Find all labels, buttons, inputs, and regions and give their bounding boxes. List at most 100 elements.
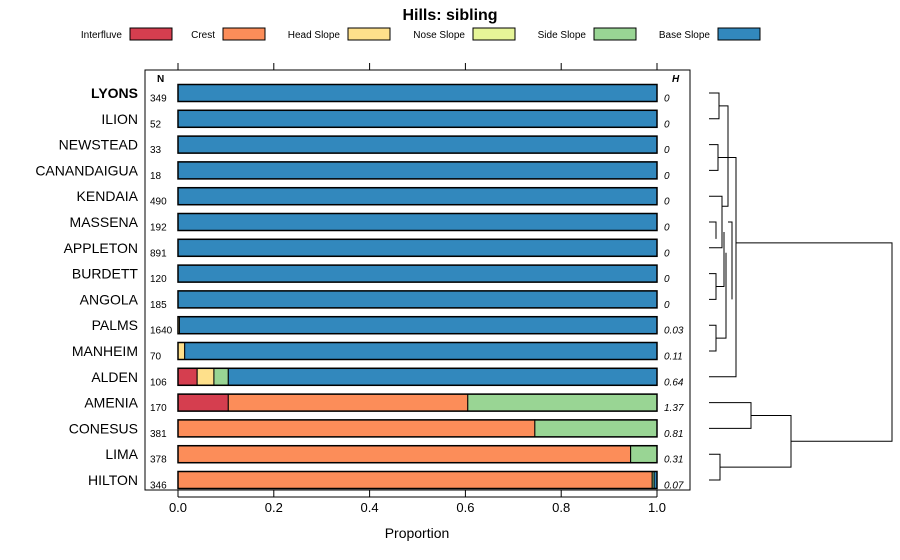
category-label: BURDETT — [72, 266, 139, 282]
bar-segment-head-slope — [177, 342, 186, 360]
legend-label-base-slope: Base Slope — [659, 30, 711, 41]
x-tick-label: 1.0 — [648, 500, 666, 515]
legend-label-crest: Crest — [191, 30, 215, 41]
dendrogram-branch — [716, 252, 727, 339]
category-label: LIMA — [105, 446, 138, 462]
x-tick-label: 0.6 — [456, 500, 474, 515]
bar-segment-crest — [177, 471, 653, 489]
n-value: 33 — [150, 145, 162, 156]
h-value: 0 — [664, 171, 670, 182]
n-value: 170 — [150, 403, 167, 414]
bar-outline — [177, 83, 658, 103]
bar-segment-base-slope — [177, 109, 658, 128]
category-label: CANANDAIGUA — [35, 162, 138, 178]
h-value: 0 — [664, 94, 670, 105]
h-value: 0 — [664, 119, 670, 130]
x-tick-label: 0.2 — [265, 500, 283, 515]
bar-segment-base-slope — [177, 213, 658, 231]
dendrogram-branch — [709, 221, 717, 239]
bar-outline — [177, 212, 658, 232]
bar-segment-side-slope — [467, 393, 658, 412]
x-tick-label: 0.8 — [552, 500, 570, 515]
dendrogram-branch — [709, 195, 723, 249]
legend-swatch-side-slope — [593, 27, 637, 41]
legend-label-side-slope: Side Slope — [538, 30, 587, 41]
dendrogram-branch — [728, 221, 733, 300]
n-column-header: N — [157, 74, 164, 85]
bar-segment-base-slope — [177, 238, 658, 257]
bar-segment-base-slope — [177, 187, 658, 206]
bar-outline — [177, 419, 658, 438]
h-value: 0 — [664, 300, 670, 311]
bar-segment-side-slope — [630, 445, 658, 464]
h-value: 0 — [664, 274, 670, 285]
bar-segment-crest — [227, 393, 469, 412]
x-axis-title: Proportion — [385, 525, 450, 541]
plot-area: LYONS 349 0 ILION 52 0 NEWSTEAD 33 0 CANANDAIGUA 1… — [35, 63, 691, 492]
bar-outline — [177, 290, 658, 309]
dendrogram-branch — [709, 453, 721, 481]
h-value: 0 — [664, 197, 670, 208]
category-label: AMENIA — [84, 395, 138, 411]
n-value: 120 — [150, 274, 167, 285]
legend-label-nose-slope: Nose Slope — [413, 30, 465, 41]
plot-frame — [144, 69, 691, 491]
bar-outline — [177, 186, 658, 206]
legend-swatch-base-slope — [717, 27, 761, 41]
category-label: LYONS — [91, 85, 138, 101]
bar-segment-crest — [177, 445, 632, 464]
n-value: 185 — [150, 300, 167, 311]
dendrogram-branch — [709, 324, 717, 352]
n-value: 52 — [150, 119, 162, 130]
dendrogram — [709, 92, 893, 481]
bar-outline — [177, 341, 658, 361]
category-label: APPLETON — [64, 240, 138, 256]
bar-segment-head-slope — [196, 367, 215, 386]
bar-segment-base-slope — [177, 135, 658, 154]
h-value: 0.03 — [664, 326, 684, 337]
bar-segment-base-slope — [227, 367, 658, 386]
h-value: 1.37 — [664, 403, 684, 414]
h-value: 0 — [664, 248, 670, 259]
n-value: 70 — [150, 352, 162, 363]
category-label: CONESUS — [69, 420, 138, 436]
h-value: 0.64 — [664, 377, 684, 388]
h-value: 0 — [664, 223, 670, 234]
category-label: ILION — [101, 111, 138, 127]
category-label: ANGOLA — [80, 291, 139, 307]
dendrogram-branch — [716, 232, 725, 287]
dendrogram-branch — [719, 105, 729, 207]
legend-label-interfluve: Interfluve — [81, 30, 123, 41]
bar-segment-base-slope — [177, 84, 658, 102]
dendrogram-branch — [709, 157, 737, 378]
n-value: 346 — [150, 481, 167, 492]
n-value: 18 — [150, 171, 162, 182]
h-value: 0.07 — [664, 481, 684, 492]
bar-outline — [177, 444, 658, 464]
bar-segment-base-slope — [177, 264, 658, 283]
dendrogram-branch — [709, 144, 719, 171]
category-label: ALDEN — [91, 369, 138, 385]
bar-segment-interfluve — [177, 367, 198, 386]
dendrogram-branch — [720, 415, 792, 468]
category-label: HILTON — [88, 472, 138, 488]
n-value: 106 — [150, 377, 167, 388]
bar-segment-side-slope — [534, 419, 658, 438]
x-tick-label: 0.4 — [361, 500, 379, 515]
bar-outline — [177, 238, 658, 258]
h-value: 0.11 — [664, 352, 683, 363]
dendrogram-branch — [709, 92, 720, 120]
dendrogram-branch — [709, 273, 717, 300]
bar-segment-base-slope — [178, 316, 658, 335]
legend-swatch-head-slope — [347, 27, 391, 41]
category-label: KENDAIA — [77, 188, 139, 204]
category-label: PALMS — [92, 317, 138, 333]
bar-outline — [177, 161, 658, 180]
bar-outline — [177, 470, 658, 490]
bar-outline — [177, 264, 658, 283]
legend-label-head-slope: Head Slope — [288, 30, 341, 41]
x-tick-label: 0.0 — [169, 500, 187, 515]
dendrogram-branch — [709, 402, 752, 429]
bar-segment-base-slope — [177, 161, 658, 180]
